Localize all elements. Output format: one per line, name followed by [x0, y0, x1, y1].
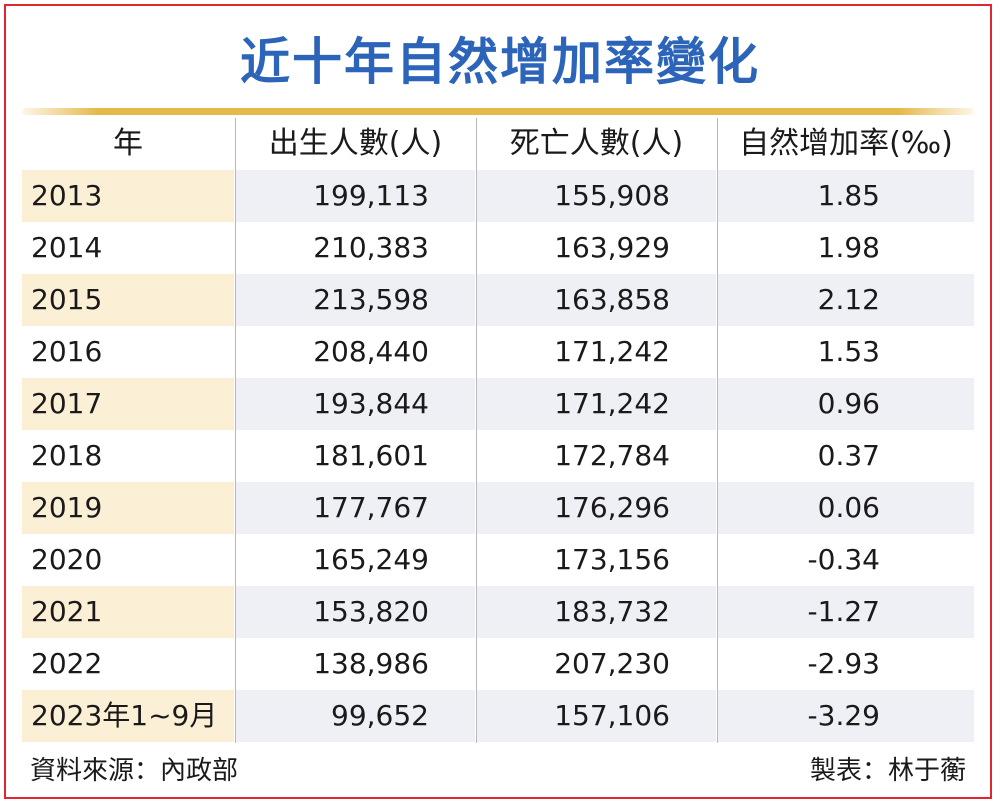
deaths-cell: 207,230: [554, 647, 670, 680]
year-cell: 2013: [22, 170, 234, 222]
year-cell: 2019: [22, 482, 234, 534]
deaths-cell: 155,908: [477, 170, 716, 222]
births-cell: 210,383: [313, 231, 429, 264]
credit-note: 製表：林于蘅: [809, 756, 966, 786]
year-cell: 2023年1~9月: [22, 690, 234, 742]
births-cell: 193,844: [236, 378, 475, 430]
table-row: 2013 199,113 155,908 1.85: [22, 170, 974, 222]
column-divider: [476, 118, 477, 743]
deaths-cell: 163,858: [477, 274, 716, 326]
rate-cell: -0.34: [807, 543, 880, 576]
deaths-cell: 157,106: [477, 690, 716, 742]
births-cell: 181,601: [313, 439, 429, 472]
rate-cell: -2.93: [807, 647, 880, 680]
chart-title: 近十年自然增加率變化: [240, 33, 760, 91]
year-cell: 2014: [31, 231, 103, 264]
table-row: 2016 208,440 171,242 1.53: [22, 326, 974, 378]
deaths-cell: 171,242: [554, 335, 670, 368]
source-note: 資料來源：內政部: [30, 756, 239, 786]
births-cell: 213,598: [236, 274, 475, 326]
deaths-cell: 173,156: [554, 543, 670, 576]
rate-cell: 0.06: [718, 482, 974, 534]
header-rate: 自然增加率(‰): [739, 126, 953, 161]
births-cell: 165,249: [313, 543, 429, 576]
rate-cell: 1.85: [718, 170, 974, 222]
table-header-row: 年 出生人數(人) 死亡人數(人) 自然增加率(‰): [22, 118, 974, 170]
births-cell: 138,986: [313, 647, 429, 680]
year-cell: 2018: [31, 439, 103, 472]
births-cell: 99,652: [236, 690, 475, 742]
table-row: 2020 165,249 173,156 -0.34: [22, 534, 974, 586]
table-row: 2018 181,601 172,784 0.37: [22, 430, 974, 482]
rate-cell: -3.29: [718, 690, 974, 742]
births-cell: 199,113: [236, 170, 475, 222]
rate-cell: 1.98: [817, 231, 880, 264]
rate-cell: -1.27: [718, 586, 974, 638]
rate-cell: 2.12: [718, 274, 974, 326]
header-deaths: 死亡人數(人): [509, 126, 684, 161]
table-row: 2021 153,820 183,732 -1.27: [22, 586, 974, 638]
year-cell: 2020: [31, 543, 103, 576]
births-cell: 153,820: [236, 586, 475, 638]
year-cell: 2021: [22, 586, 234, 638]
rate-cell: 1.53: [817, 335, 880, 368]
births-cell: 208,440: [313, 335, 429, 368]
births-cell: 177,767: [236, 482, 475, 534]
deaths-cell: 176,296: [477, 482, 716, 534]
column-divider: [235, 118, 236, 743]
title-underline: [22, 108, 974, 115]
year-cell: 2016: [31, 335, 103, 368]
table-row: 2015 213,598 163,858 2.12: [22, 274, 974, 326]
table-row: 2017 193,844 171,242 0.96: [22, 378, 974, 430]
header-births: 出生人數(人): [268, 126, 443, 161]
rate-cell: 0.37: [817, 439, 880, 472]
deaths-cell: 171,242: [477, 378, 716, 430]
deaths-cell: 172,784: [554, 439, 670, 472]
deaths-cell: 183,732: [477, 586, 716, 638]
year-cell: 2015: [22, 274, 234, 326]
deaths-cell: 163,929: [554, 231, 670, 264]
table-row: 2019 177,767 176,296 0.06: [22, 482, 974, 534]
year-cell: 2017: [22, 378, 234, 430]
table-row: 2022 138,986 207,230 -2.93: [22, 638, 974, 690]
data-table: 年 出生人數(人) 死亡人數(人) 自然增加率(‰) 2013 199,113 15…: [22, 118, 974, 742]
rate-cell: 0.96: [718, 378, 974, 430]
year-cell: 2022: [31, 647, 103, 680]
header-year: 年: [113, 126, 143, 161]
column-divider: [717, 118, 718, 743]
table-row: 2023年1~9月 99,652 157,106 -3.29: [22, 690, 974, 742]
table-row: 2014 210,383 163,929 1.98: [22, 222, 974, 274]
